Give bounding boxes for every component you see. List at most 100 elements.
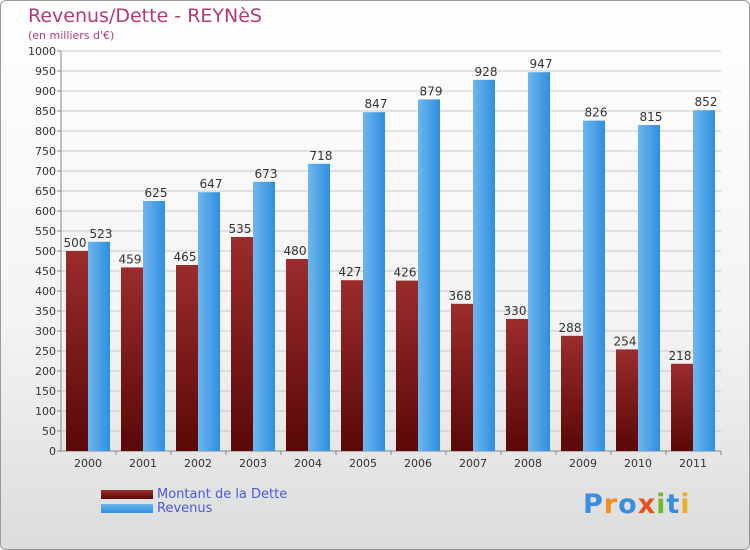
bar-debt bbox=[671, 363, 693, 451]
y-tick-label: 400 bbox=[35, 285, 56, 298]
y-tick-label: 850 bbox=[35, 105, 56, 118]
bar-revenue bbox=[473, 79, 495, 452]
logo-letter: t bbox=[666, 489, 681, 520]
bar-debt bbox=[176, 265, 198, 451]
legend-label-debt: Montant de la Dette bbox=[157, 486, 288, 502]
y-tick-label: 750 bbox=[35, 145, 56, 158]
x-tick-label: 2009 bbox=[569, 457, 597, 470]
data-label-debt: 465 bbox=[174, 250, 197, 264]
bar-debt bbox=[66, 251, 88, 451]
data-label-revenue: 625 bbox=[145, 186, 168, 200]
y-tick-label: 450 bbox=[35, 265, 56, 278]
bar-revenue bbox=[583, 120, 605, 451]
data-label-revenue: 928 bbox=[475, 65, 498, 79]
y-tick-label: 0 bbox=[49, 445, 56, 458]
legend-label-revenue: Revenus bbox=[157, 500, 213, 516]
bar-debt bbox=[616, 349, 638, 451]
data-label-debt: 459 bbox=[119, 252, 142, 266]
data-label-debt: 427 bbox=[339, 265, 362, 279]
y-tick-label: 100 bbox=[35, 405, 56, 418]
bar-debt bbox=[231, 237, 253, 451]
data-label-revenue: 673 bbox=[255, 167, 278, 181]
data-label-revenue: 852 bbox=[695, 95, 718, 109]
bar-revenue bbox=[528, 72, 550, 451]
legend: Montant de la Dette Revenus bbox=[101, 486, 288, 516]
bar-revenue bbox=[308, 163, 330, 452]
bar-revenue bbox=[143, 201, 165, 451]
y-tick-label: 250 bbox=[35, 345, 56, 358]
x-tick-label: 2000 bbox=[74, 457, 102, 470]
x-tick-label: 2003 bbox=[239, 457, 267, 470]
bar-debt bbox=[451, 303, 473, 451]
y-tick-label: 300 bbox=[35, 325, 56, 338]
y-tick-label: 1000 bbox=[28, 45, 56, 58]
bar-debt bbox=[286, 259, 308, 451]
bar-debt bbox=[506, 319, 528, 451]
proxiti-logo: Proxiti bbox=[583, 489, 691, 520]
logo-letter: i bbox=[680, 489, 691, 520]
x-tick-label: 2007 bbox=[459, 457, 487, 470]
chart-subtitle: (en milliers d'€) bbox=[28, 29, 115, 42]
bar-revenue bbox=[363, 112, 385, 451]
data-label-revenue: 847 bbox=[365, 97, 388, 111]
logo-letter: i bbox=[656, 489, 667, 520]
data-label-debt: 288 bbox=[559, 321, 582, 335]
x-tick-label: 2006 bbox=[404, 457, 432, 470]
data-label-revenue: 523 bbox=[90, 227, 113, 241]
logo-letter: o bbox=[618, 489, 638, 520]
data-label-revenue: 718 bbox=[310, 149, 333, 163]
bars bbox=[66, 72, 715, 452]
data-label-debt: 218 bbox=[669, 349, 692, 363]
y-tick-label: 50 bbox=[42, 425, 56, 438]
y-tick-label: 550 bbox=[35, 225, 56, 238]
bar-revenue bbox=[198, 192, 220, 451]
legend-item-debt: Montant de la Dette bbox=[101, 486, 288, 502]
y-tick-label: 500 bbox=[35, 245, 56, 258]
bar-debt bbox=[341, 280, 363, 451]
legend-item-revenue: Revenus bbox=[101, 500, 287, 516]
data-label-debt: 368 bbox=[449, 289, 472, 303]
bar-debt bbox=[396, 280, 418, 451]
y-tick-label: 600 bbox=[35, 205, 56, 218]
x-tick-label: 2002 bbox=[184, 457, 212, 470]
legend-swatch-revenue bbox=[101, 503, 153, 513]
bar-revenue bbox=[693, 110, 715, 451]
x-tick-label: 2008 bbox=[514, 457, 542, 470]
y-tick-label: 700 bbox=[35, 165, 56, 178]
y-tick-label: 950 bbox=[35, 65, 56, 78]
y-tick-label: 900 bbox=[35, 85, 56, 98]
logo-letter: P bbox=[583, 489, 604, 520]
logo-letter: r bbox=[603, 489, 619, 520]
x-axis-ticks: 2000 2001 2002 2003 2004 2005 2006 2007 2008 2009… bbox=[74, 451, 722, 470]
data-label-revenue: 879 bbox=[420, 84, 443, 98]
data-label-debt: 426 bbox=[394, 266, 417, 280]
bar-debt bbox=[121, 267, 143, 451]
y-tick-label: 650 bbox=[35, 185, 56, 198]
data-label-debt: 330 bbox=[504, 304, 527, 318]
x-tick-label: 2004 bbox=[294, 457, 322, 470]
bar-revenue bbox=[88, 241, 110, 451]
data-label-debt: 535 bbox=[229, 222, 252, 236]
data-label-debt: 254 bbox=[614, 334, 637, 348]
y-tick-label: 150 bbox=[35, 385, 56, 398]
data-label-debt: 480 bbox=[284, 244, 307, 258]
y-axis-ticks: 0 50 100 150 200 250 300 350 400 450 500 550 600 650 7… bbox=[28, 45, 61, 458]
bar-revenue bbox=[418, 99, 440, 452]
x-tick-label: 2005 bbox=[349, 457, 377, 470]
data-label-debt: 500 bbox=[64, 236, 87, 250]
x-tick-label: 2011 bbox=[679, 457, 707, 470]
logo-letter: x bbox=[637, 489, 657, 520]
legend-swatch-debt bbox=[101, 489, 153, 499]
grid-lines bbox=[60, 50, 721, 452]
bar-revenue bbox=[638, 125, 660, 451]
data-label-revenue: 647 bbox=[200, 177, 223, 191]
y-tick-label: 800 bbox=[35, 125, 56, 138]
y-tick-label: 350 bbox=[35, 305, 56, 318]
data-label-revenue: 815 bbox=[640, 110, 663, 124]
x-tick-label: 2001 bbox=[129, 457, 157, 470]
bar-debt bbox=[561, 335, 583, 451]
y-tick-label: 200 bbox=[35, 365, 56, 378]
data-label-revenue: 826 bbox=[585, 106, 608, 120]
